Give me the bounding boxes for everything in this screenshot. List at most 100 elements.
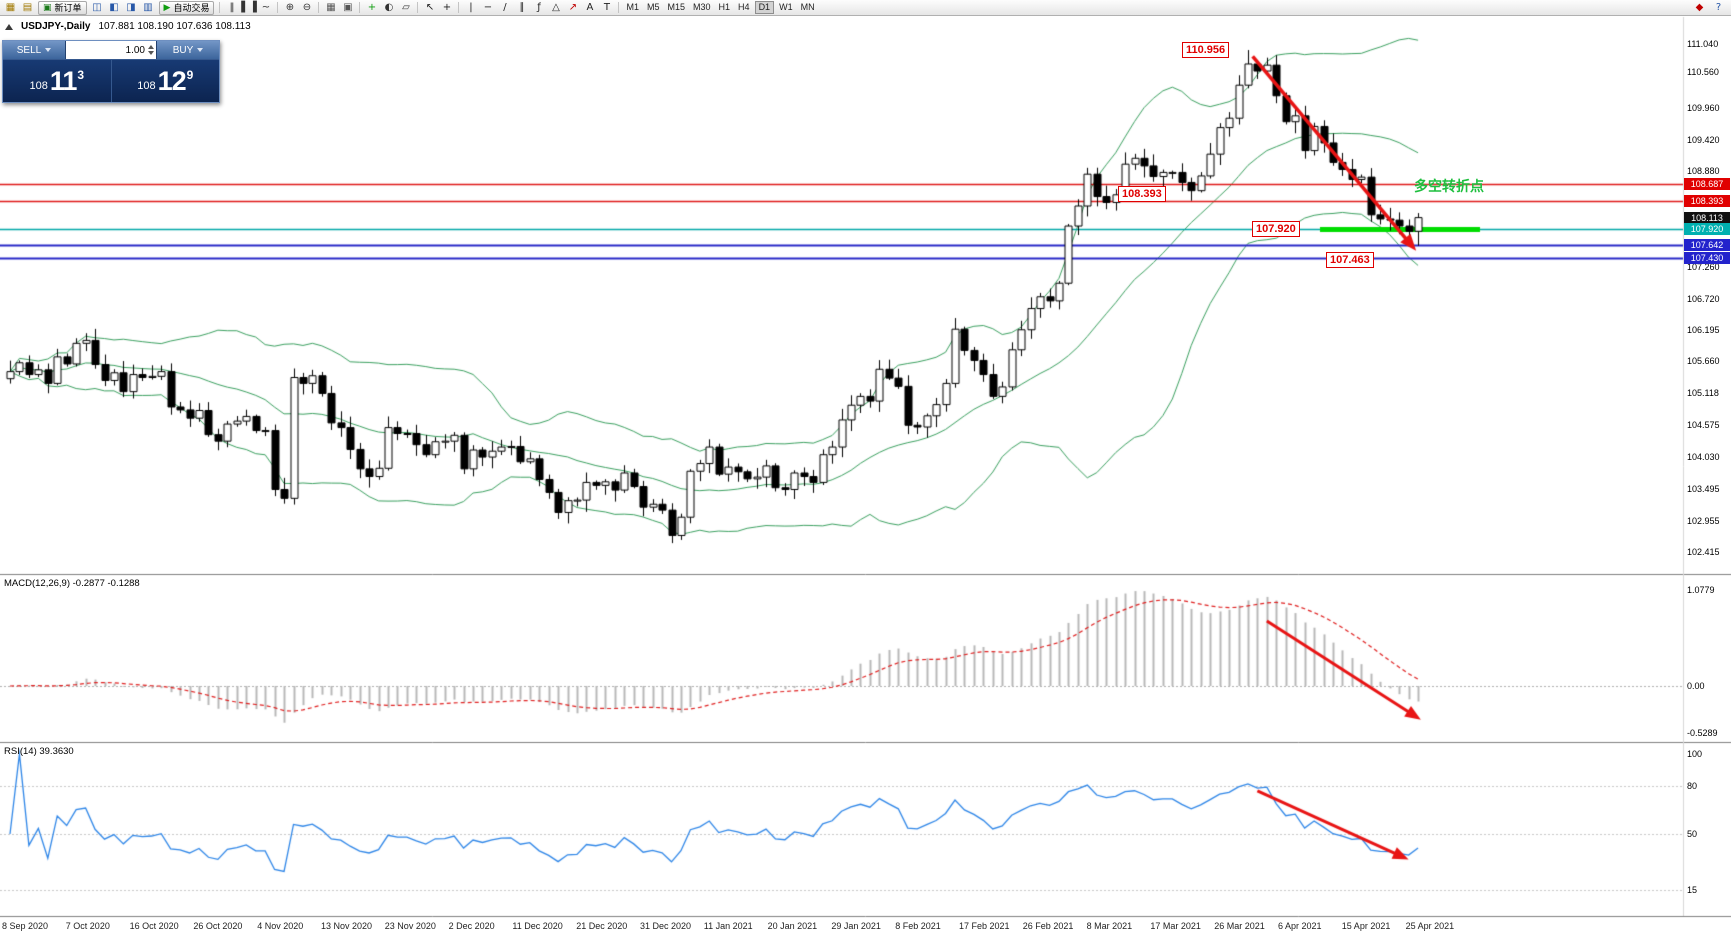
market-watch-icon[interactable]: ◫ [92,1,102,13]
time-axis-label: 6 Apr 2021 [1278,921,1322,931]
resistance-price-label: 108.393 [1118,186,1166,203]
sell-price-prefix: 108 [29,79,48,92]
timeframe-d1-button[interactable]: D1 [754,1,775,14]
terminal-icon[interactable]: ▥ [143,1,153,13]
arrows-icon[interactable]: ↗ [568,1,578,13]
time-axis-label: 15 Apr 2021 [1341,921,1391,931]
volume-input[interactable]: 1.00 [65,41,157,59]
low-price-label: 107.463 [1326,251,1374,268]
price-level-badge: 107.642 [1684,239,1730,252]
rsi-axis-label: 100 [1687,749,1703,759]
buy-price-pip: 9 [186,67,194,82]
pivot-price-label: 107.920 [1252,220,1300,237]
new-chart-icon[interactable]: ▦ [5,1,16,13]
price-axis-label: 111.040 [1687,39,1719,50]
high-price-label: 110.956 [1182,42,1230,59]
timeframe-h1-button[interactable]: H1 [718,2,731,12]
cursor-icon[interactable]: ↖ [425,1,435,13]
autotrading-icon: ▶ [163,2,171,12]
help-icon[interactable]: ? [1715,1,1722,13]
data-window-icon[interactable]: ◧ [109,1,119,13]
price-axis-label: 102.955 [1687,515,1720,526]
bar-chart-icon[interactable]: ‖ [229,1,235,13]
price-axis-label: 104.030 [1687,452,1720,463]
text-label-icon[interactable]: T [603,1,611,13]
zoom-in-icon[interactable]: ⊕ [285,1,295,13]
price-axis-label: 106.195 [1687,324,1720,335]
one-click-trading-panel: SELL 1.00 BUY 108 11 3 [2,40,220,103]
time-axis-label: 4 Nov 2020 [257,921,304,931]
new-order-button[interactable]: ▣ 新订单 [38,0,87,15]
time-axis-label: 26 Feb 2021 [1022,921,1074,931]
indicators-icon[interactable]: + [367,1,377,13]
new-order-icon: ▣ [43,2,52,12]
fibonacci-icon[interactable]: ƒ [537,1,541,13]
macd-axis-label: 0.00 [1687,681,1705,691]
timeframe-w1-button[interactable]: W1 [779,2,793,12]
buy-price[interactable]: 108 12 9 [112,60,220,102]
alerts-icon[interactable]: ◆ [1695,1,1704,13]
chart-profiles-icon[interactable]: ▤ [22,1,33,13]
toolbar-separator [359,2,361,13]
timeframe-m30-button[interactable]: M30 [693,2,711,12]
time-axis-label: 8 Feb 2021 [895,921,941,931]
timeframe-m5-button[interactable]: M5 [646,2,660,12]
rsi-axis-label: 15 [1687,885,1698,895]
time-axis-label: 26 Mar 2021 [1214,921,1265,931]
toolbar-separator [318,2,320,13]
time-axis-label: 17 Feb 2021 [959,921,1010,931]
rsi-axis-label: 50 [1687,829,1698,839]
time-axis-label: 16 Oct 2020 [129,921,179,931]
volume-down-icon[interactable] [148,51,154,55]
toolbar-separator [277,2,279,13]
time-axis-label: 21 Dec 2020 [576,921,628,931]
price-axis-label: 103.495 [1687,483,1720,494]
crosshair-icon[interactable]: + [442,1,452,13]
buy-button[interactable]: BUY [157,41,219,59]
tile-windows-icon[interactable]: ▦ [326,1,336,13]
time-axis-label: 31 Dec 2020 [640,921,692,931]
autotrading-button[interactable]: ▶ 自动交易 [158,0,215,15]
time-axis-label: 8 Mar 2021 [1086,921,1133,931]
price-level-badge: 108.393 [1684,195,1730,208]
toolbar: ▦ ▤ ▣ 新订单 ◫ ◧ ◨ ▥ ▶ 自动交易 ‖ ▌▐ ~ ⊕ ⊖ ▦ ▣ + ◐ ▱ ↖ + | − / ∥ ƒ △ ↗ A T M1 M… [0,0,1731,16]
candlestick-chart-icon[interactable]: ▌▐ [241,1,257,13]
sell-button[interactable]: SELL [3,41,65,59]
time-axis-label: 23 Nov 2020 [384,921,436,931]
collapse-icon[interactable] [5,23,13,30]
line-chart-icon[interactable]: ~ [261,1,271,13]
volume-up-icon[interactable] [148,45,154,49]
macd-axis-label: -0.5289 [1687,728,1718,739]
text-icon[interactable]: A [586,1,594,13]
shapes-icon[interactable]: △ [552,1,560,13]
channel-icon[interactable]: ∥ [519,1,525,13]
price-axis-label: 108.880 [1687,166,1720,177]
time-axis-label: 13 Nov 2020 [321,921,373,931]
periods-icon[interactable]: ◐ [384,1,394,13]
toolbar-separator [458,2,460,13]
auto-arrange-icon[interactable]: ▣ [343,1,353,13]
volume-spinner[interactable] [148,45,154,55]
time-axis-label: 26 Oct 2020 [193,921,243,931]
price-axis-label: 107.260 [1687,261,1720,272]
buy-price-big: 12 [157,65,187,96]
volume-value: 1.00 [125,44,145,56]
timeframe-mn-button[interactable]: MN [800,2,815,12]
zoom-out-icon[interactable]: ⊖ [302,1,312,13]
time-axis-label: 11 Jan 2021 [703,921,753,931]
buy-price-prefix: 108 [137,79,156,92]
navigator-icon[interactable]: ◨ [126,1,136,13]
trendline-icon[interactable]: / [503,1,507,13]
timeframe-h4-button[interactable]: H4 [738,2,750,12]
timeframe-m1-button[interactable]: M1 [626,2,639,12]
horizontal-line-icon[interactable]: − [483,1,493,13]
toolbar-separator [219,2,221,13]
sell-dropdown-icon [45,48,52,52]
time-axis-label: 7 Oct 2020 [65,921,110,931]
timeframe-m15-button[interactable]: M15 [667,2,686,12]
new-order-button-label: 新订单 [54,3,82,13]
templates-icon[interactable]: ▱ [402,1,410,13]
vertical-line-icon[interactable]: | [469,1,473,13]
sell-price[interactable]: 108 11 3 [3,60,111,102]
